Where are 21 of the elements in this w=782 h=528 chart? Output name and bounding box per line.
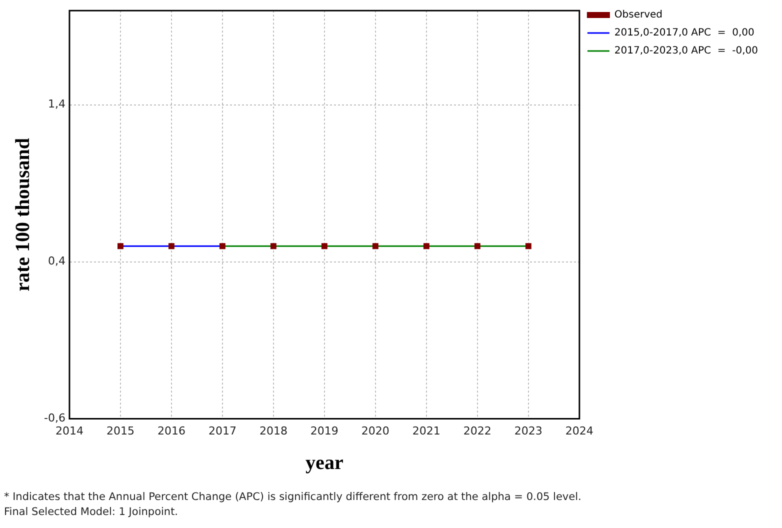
x-tick-label: 2017 [208,424,236,438]
x-tick-label: 2018 [259,424,288,438]
x-tick-label: 2015 [106,424,134,438]
legend-label: Observed [614,10,663,21]
y-axis-title: rate 100 thousand [12,138,34,292]
x-tick-label: 2023 [514,424,542,438]
text: Final Selected Model: 1 Joinpoint. [4,505,180,520]
x-tick-label: 2014 [55,424,84,438]
x-tick-label: 2016 [157,424,186,438]
y-tick-label: -0,6 [44,412,66,425]
x-tick-label: 2019 [310,424,338,438]
y-tick-label: 0,4 [48,254,66,268]
legend-label: 2017,0-2023,0 APC = -0,00 [614,46,758,57]
x-tick-label: 2022 [463,424,492,438]
x-axis-title: year [306,452,344,474]
x-tick-label: 2021 [412,424,440,438]
x-tick-label: 2020 [361,424,390,438]
y-tick-label: 1,4 [48,98,66,111]
text: * Indicates that the Annual Percent Change (APC) is significantly different from zero at the alpha = 0.05 level. [4,490,582,505]
legend-label: 2015,0-2017,0 APC = 0,00 [614,28,754,39]
x-tick-label: 2024 [565,424,594,438]
